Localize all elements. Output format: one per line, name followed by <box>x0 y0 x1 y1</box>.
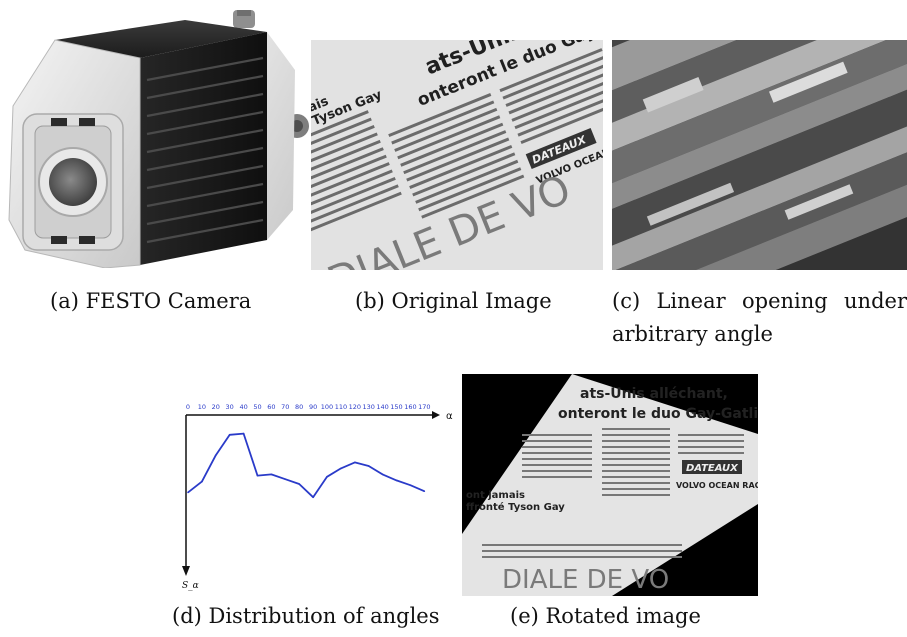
panel-rotated-image: ats-Unis alléchant, onteront le duo Gay-… <box>462 374 758 596</box>
rotated-headline-1: ats-Unis alléchant, <box>580 386 728 402</box>
panel-linear-opening <box>612 40 907 270</box>
data-point <box>354 461 356 464</box>
data-point <box>298 483 300 485</box>
x-tick-label: 100 <box>321 403 333 411</box>
x-tick-label: 20 <box>212 403 220 411</box>
cooling-fins <box>146 56 264 244</box>
data-point <box>326 476 328 478</box>
rotated-badge: DATEAUX <box>686 463 739 474</box>
x-tick-label: 150 <box>390 403 402 411</box>
x-tick-label: 80 <box>295 403 303 411</box>
x-tick-label: 30 <box>226 403 234 411</box>
caption-c: (c) Linear opening under arbitrary angle <box>612 289 907 346</box>
y-axis-arrow <box>182 566 190 576</box>
caption-a: (a) FESTO Camera <box>50 289 252 313</box>
newspaper-photo: ats-Unis alléchant, onteront le duo Gay-… <box>311 40 603 270</box>
panel-original-image: ats-Unis alléchant, onteront le duo Gay-… <box>311 40 603 270</box>
camera-illustration <box>8 10 309 268</box>
x-tick-label: 170 <box>418 403 430 411</box>
panel-angle-distribution: α S_α 0 10 20 30 40 50 60 70 80 90 100 110 120 130 140… <box>170 398 460 596</box>
x-tick-label: 40 <box>239 403 247 411</box>
x-tick-label: 130 <box>362 403 374 411</box>
data-point <box>312 496 314 498</box>
series-line <box>187 432 425 499</box>
x-tick-label: 10 <box>198 403 206 411</box>
x-tick-label: 70 <box>281 403 289 411</box>
x-tick-label: 120 <box>349 403 361 411</box>
data-point <box>423 490 426 492</box>
rotated-headline-2: onteront le duo Gay-Gatlin. <box>558 406 758 422</box>
caption-b: (b) Original Image <box>355 289 552 313</box>
data-point <box>201 480 203 483</box>
x-tick-label: 90 <box>309 403 317 411</box>
rotated-subheadline-1: ont jamais <box>466 490 525 501</box>
y-axis-label: S_α <box>182 581 199 591</box>
rotated-subheadline-2: ffronté Tyson Gay <box>466 501 565 513</box>
x-tick-label: 50 <box>253 403 261 411</box>
x-axis-arrow <box>432 411 440 419</box>
x-axis-label: α <box>446 411 453 422</box>
x-tick-label: 110 <box>335 403 347 411</box>
data-point <box>395 479 398 482</box>
data-point <box>340 467 342 470</box>
data-point <box>284 478 287 480</box>
rotated-section-banner: DIALE DE VO <box>502 565 669 595</box>
data-point <box>367 465 370 467</box>
angle-distribution-chart: α S_α 0 10 20 30 40 50 60 70 80 90 100 110 120 130 140… <box>182 403 453 591</box>
data-point <box>242 432 245 435</box>
x-tick-label: 140 <box>376 403 388 411</box>
data-point <box>270 473 273 476</box>
x-tick-label: 60 <box>267 403 275 411</box>
caption-d: (d) Distribution of angles <box>172 604 440 628</box>
x-tick-label: 160 <box>404 403 416 411</box>
x-tick-label: 0 <box>186 403 190 411</box>
data-point <box>256 474 259 477</box>
data-point <box>215 454 217 456</box>
data-point <box>228 434 231 436</box>
rotated-item: VOLVO OCEAN RACE <box>676 481 758 490</box>
caption-e: (e) Rotated image <box>510 604 701 628</box>
data-point <box>187 491 189 494</box>
panel-camera <box>5 10 310 268</box>
rotated-newspaper: ats-Unis alléchant, onteront le duo Gay-… <box>462 374 758 596</box>
opening-result-image <box>612 40 907 270</box>
data-point <box>409 484 412 486</box>
data-point <box>381 473 384 476</box>
